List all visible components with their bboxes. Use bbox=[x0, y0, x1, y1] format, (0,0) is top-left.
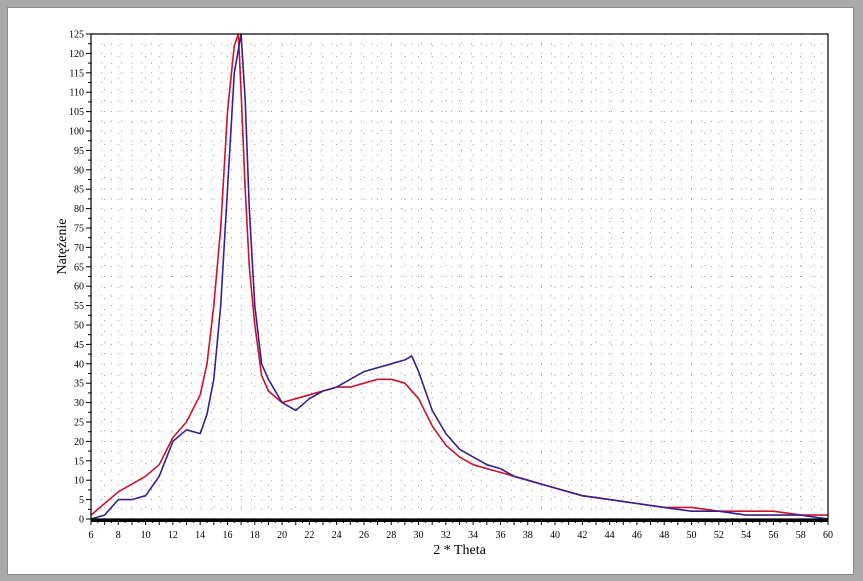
x-tick-label: 38 bbox=[523, 530, 533, 541]
y-tick-label: 0 bbox=[79, 515, 84, 526]
x-tick-label: 28 bbox=[386, 530, 396, 541]
x-axis-label: 2 * Theta bbox=[433, 543, 486, 558]
x-tick-label: 30 bbox=[414, 530, 424, 541]
x-tick-label: 40 bbox=[550, 530, 560, 541]
y-tick-label: 15 bbox=[74, 456, 84, 467]
x-tick-label: 50 bbox=[687, 530, 697, 541]
x-axis: 6 8 10 12 14 16 18 20 22 24 26 28 30 32 34 36 38 40 42 44 46… bbox=[89, 519, 833, 541]
x-tick-label: 12 bbox=[168, 530, 178, 541]
y-tick-label: 25 bbox=[74, 418, 84, 429]
y-tick-label: 70 bbox=[74, 243, 84, 254]
y-tick-label: 35 bbox=[74, 379, 84, 390]
y-tick-label: 80 bbox=[74, 204, 84, 215]
x-tick-label: 14 bbox=[195, 530, 205, 541]
x-tick-label: 6 bbox=[89, 530, 94, 541]
series-line-1 bbox=[90, 33, 828, 516]
x-tick-label: 16 bbox=[222, 530, 232, 541]
y-tick-label: 30 bbox=[74, 398, 84, 409]
x-tick-label: 44 bbox=[605, 530, 615, 541]
y-tick-label: 105 bbox=[69, 107, 84, 118]
x-tick-label: 42 bbox=[577, 530, 587, 541]
grid bbox=[91, 34, 828, 519]
y-tick-label: 115 bbox=[69, 68, 84, 79]
x-tick-label: 46 bbox=[632, 530, 642, 541]
y-tick-label: 110 bbox=[69, 88, 84, 99]
y-tick-label: 20 bbox=[74, 437, 84, 448]
x-tick-label: 54 bbox=[741, 530, 751, 541]
x-tick-label: 58 bbox=[796, 530, 806, 541]
y-axis: 0 5 10 15 20 25 30 35 40 45 50 55 60 65 70 75 80 85 90 95 10… bbox=[69, 30, 91, 526]
x-tick-label: 24 bbox=[332, 530, 342, 541]
y-tick-label: 100 bbox=[69, 127, 84, 138]
x-tick-label: 48 bbox=[659, 530, 669, 541]
y-tick-label: 125 bbox=[69, 30, 84, 41]
x-tick-label: 60 bbox=[823, 530, 833, 541]
y-tick-label: 50 bbox=[74, 321, 84, 332]
x-tick-label: 8 bbox=[116, 530, 121, 541]
y-tick-label: 60 bbox=[74, 282, 84, 293]
x-tick-label: 22 bbox=[304, 530, 314, 541]
series-group bbox=[90, 33, 829, 520]
xrd-chart: 6 8 10 12 14 16 18 20 22 24 26 28 30 32 34 36 38 40 42 44 46… bbox=[55, 30, 833, 559]
y-tick-label: 90 bbox=[74, 165, 84, 176]
chart-frame: 6 8 10 12 14 16 18 20 22 24 26 28 30 32 34 36 38 40 42 44 46… bbox=[7, 7, 854, 575]
y-tick-label: 5 bbox=[79, 495, 84, 506]
y-tick-label: 120 bbox=[69, 49, 84, 60]
x-tick-label: 20 bbox=[277, 530, 287, 541]
y-tick-label: 55 bbox=[74, 301, 84, 312]
series-line-2 bbox=[90, 33, 829, 520]
x-tick-label: 56 bbox=[768, 530, 778, 541]
x-tick-label: 34 bbox=[468, 530, 478, 541]
y-tick-label: 65 bbox=[74, 262, 84, 273]
y-tick-label: 95 bbox=[74, 146, 84, 157]
y-tick-label: 75 bbox=[74, 224, 84, 235]
y-tick-label: 45 bbox=[74, 340, 84, 351]
x-tick-label: 32 bbox=[441, 530, 451, 541]
x-tick-label: 10 bbox=[141, 530, 151, 541]
x-tick-label: 52 bbox=[714, 530, 724, 541]
y-tick-label: 85 bbox=[74, 185, 84, 196]
y-tick-label: 10 bbox=[74, 476, 84, 487]
y-axis-label: Natężenie bbox=[55, 219, 70, 275]
y-tick-label: 40 bbox=[74, 359, 84, 370]
x-tick-label: 26 bbox=[359, 530, 369, 541]
x-tick-label: 36 bbox=[495, 530, 505, 541]
x-tick-label: 18 bbox=[250, 530, 260, 541]
